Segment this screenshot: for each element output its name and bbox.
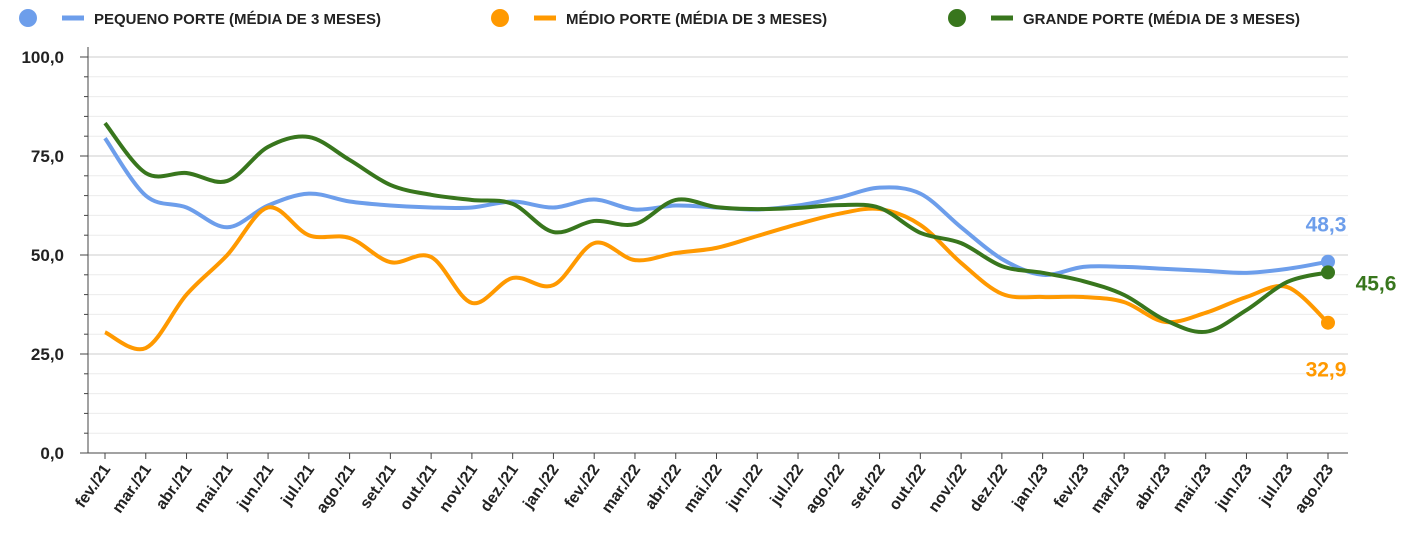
end-point bbox=[1321, 254, 1335, 269]
x-tick-label: fev./23 bbox=[1051, 461, 1093, 511]
x-tick-label: nov./21 bbox=[436, 461, 481, 515]
y-tick-label: 0,0 bbox=[40, 444, 64, 463]
x-tick-label: fev./22 bbox=[562, 461, 604, 511]
series-line bbox=[104, 205, 1330, 352]
x-tick-label: set./21 bbox=[357, 461, 400, 512]
x-tick-label: ago./21 bbox=[313, 461, 359, 516]
x-tick-label: jul./22 bbox=[767, 461, 808, 509]
legend-dot bbox=[491, 9, 509, 27]
legend-dot bbox=[948, 9, 966, 27]
x-tick-label: mar./22 bbox=[599, 461, 645, 516]
x-tick-label: jun./22 bbox=[723, 461, 767, 513]
legend-label: MÉDIO PORTE (MÉDIA DE 3 MESES) bbox=[566, 11, 827, 28]
value-label: 45,6 bbox=[1356, 272, 1397, 295]
legend-label: GRANDE PORTE (MÉDIA DE 3 MESES) bbox=[1023, 11, 1300, 28]
legend-label: PEQUENO PORTE (MÉDIA DE 3 MESES) bbox=[94, 11, 381, 28]
x-tick-label: jul./21 bbox=[278, 461, 319, 509]
x-tick-label: jun./23 bbox=[1212, 461, 1256, 513]
x-tick-label: ago./23 bbox=[1292, 461, 1338, 516]
x-tick-label: jul./23 bbox=[1256, 461, 1297, 509]
end-point bbox=[1321, 265, 1335, 280]
x-tick-label: nov./22 bbox=[926, 461, 971, 515]
x-tick-label: mai./22 bbox=[681, 461, 726, 515]
x-tick-label: out./22 bbox=[886, 461, 930, 513]
x-tick-label: out./21 bbox=[397, 461, 441, 513]
x-tick-label: set./22 bbox=[846, 461, 889, 512]
y-tick-label: 50,0 bbox=[31, 246, 64, 265]
x-tick-label: dez./21 bbox=[477, 461, 522, 515]
x-tick-label: jan./23 bbox=[1009, 461, 1052, 512]
y-tick-label: 75,0 bbox=[31, 147, 64, 166]
value-label: 48,3 bbox=[1306, 214, 1347, 237]
x-tick-label: fev./21 bbox=[72, 461, 114, 511]
x-tick-label: mar./21 bbox=[109, 461, 155, 516]
x-tick-label: mar./23 bbox=[1088, 461, 1134, 516]
x-tick-label: jun./21 bbox=[234, 461, 278, 513]
x-tick-label: abr./21 bbox=[153, 461, 196, 512]
y-tick-label: 100,0 bbox=[21, 48, 64, 67]
x-tick-label: dez./22 bbox=[967, 461, 1012, 515]
x-tick-label: abr./22 bbox=[642, 461, 685, 512]
x-tick-label: abr./23 bbox=[1131, 461, 1174, 512]
x-tick-label: mai./21 bbox=[192, 461, 237, 515]
end-point bbox=[1321, 315, 1335, 330]
legend-dot bbox=[19, 9, 37, 27]
y-tick-label: 25,0 bbox=[31, 345, 64, 364]
x-tick-label: jan./22 bbox=[520, 461, 563, 512]
value-label: 32,9 bbox=[1306, 359, 1347, 382]
x-tick-label: ago./22 bbox=[803, 461, 849, 516]
series-line bbox=[103, 121, 1329, 335]
x-tick-label: mai./23 bbox=[1170, 461, 1215, 515]
